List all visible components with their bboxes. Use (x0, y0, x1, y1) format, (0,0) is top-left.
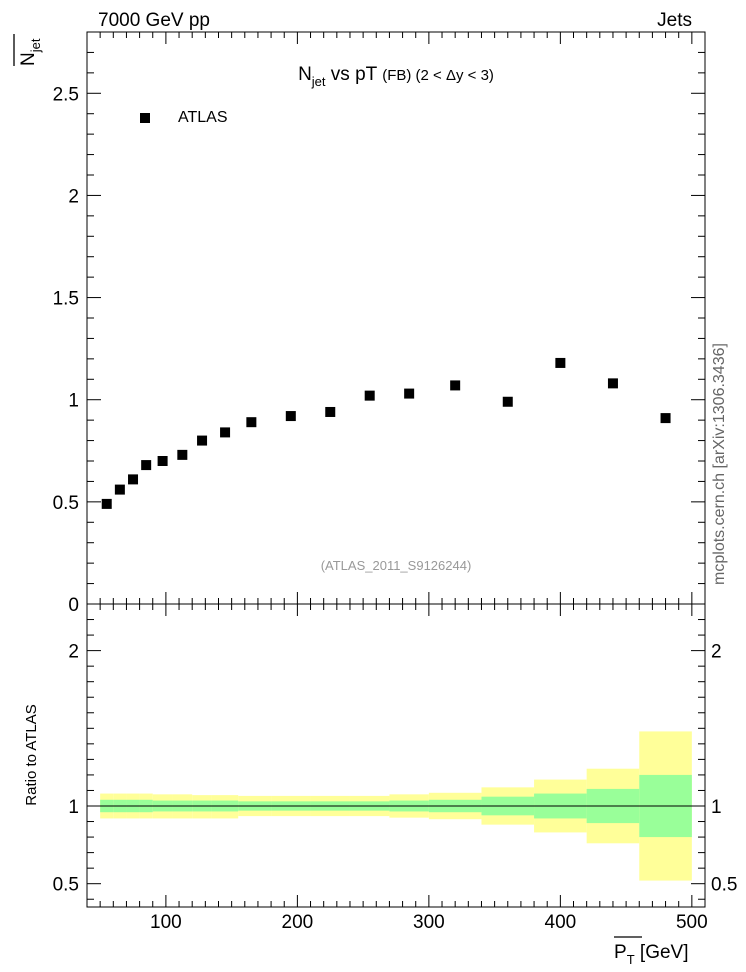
data-point-4 (157, 456, 168, 466)
data-point-15 (555, 357, 566, 368)
xlabel-unit: [GeV] (635, 942, 689, 963)
main-y-tick-label-5: 2.5 (53, 84, 79, 105)
data-point-12 (404, 388, 415, 399)
data-point-7 (220, 427, 231, 438)
title-vs: vs pT (326, 64, 383, 85)
x-tick-label-4: 500 (676, 912, 708, 933)
ratio-y-tick-label-right-2: 2 (711, 642, 722, 663)
xlabel-p: P (614, 942, 627, 963)
x-axis-label: PT [GeV] (614, 936, 689, 967)
main-y-axis-label: Njet (13, 34, 43, 66)
title-range: (2 < Δy < 3) (411, 67, 494, 84)
process-label: Jets (657, 10, 692, 31)
data-point-11 (364, 390, 375, 401)
x-tick-label-2: 300 (413, 912, 445, 933)
axis-ticks (87, 32, 705, 907)
data-point-9 (285, 411, 296, 422)
main-y-tick-label-1: 0.5 (53, 493, 79, 514)
xlabel-p-sub: T (627, 952, 635, 967)
title-n: N (298, 64, 312, 85)
data-point-2 (128, 474, 139, 485)
legend-label-atlas: ATLAS (178, 109, 228, 126)
data-point-10 (325, 406, 336, 417)
atlas-data-points (101, 357, 671, 509)
plot-title: Njet vs pT (FB) (2 < Δy < 3) (298, 64, 494, 89)
data-point-6 (197, 435, 208, 446)
main-y-tick-label-2: 1 (68, 391, 79, 412)
ratio-y-tick-label-right-0: 0.5 (711, 875, 737, 896)
title-fb: (FB) (382, 67, 411, 84)
data-point-0 (101, 498, 112, 509)
main-y-tick-label-3: 1.5 (53, 289, 79, 310)
ratio-y-tick-label-right-1: 1 (711, 797, 722, 818)
data-point-3 (141, 460, 152, 471)
main-y-tick-label-4: 2 (68, 186, 79, 207)
x-tick-label-1: 200 (282, 912, 314, 933)
data-point-17 (660, 413, 671, 424)
data-point-5 (177, 449, 188, 460)
side-source-label: mcplots.cern.ch [arXiv:1306.3436] (711, 343, 728, 585)
ylabel-n-sub: jet (28, 38, 43, 53)
data-point-1 (114, 484, 125, 495)
ratio-y-tick-label-left-0: 0.5 (53, 875, 79, 896)
svg-text:Njet: Njet (18, 38, 43, 66)
data-point-8 (246, 417, 257, 428)
svg-text:PT [GeV]: PT [GeV] (614, 942, 689, 967)
data-point-13 (450, 380, 461, 391)
data-point-14 (502, 396, 513, 407)
energy-label: 7000 GeV pp (98, 10, 210, 31)
ratio-y-axis-label: Ratio to ATLAS (23, 704, 40, 805)
x-tick-label-3: 400 (545, 912, 577, 933)
ratio-y-tick-label-left-1: 1 (68, 797, 79, 818)
data-point-16 (607, 378, 618, 389)
ylabel-n: N (18, 52, 39, 66)
title-n-sub: jet (311, 74, 326, 89)
ratio-plot-frame (86, 603, 706, 908)
ratio-y-tick-label-left-2: 2 (68, 642, 79, 663)
legend-marker-atlas (140, 113, 150, 123)
analysis-watermark: (ATLAS_2011_S9126244) (321, 558, 472, 573)
axis-tick-labels: 0 0.5 1 1.5 2 2.5 0.5 0.5 1 1 2 2 100 200 300 400 500 (53, 84, 738, 933)
x-tick-label-0: 100 (150, 912, 182, 933)
main-y-tick-label-0: 0 (68, 595, 79, 616)
